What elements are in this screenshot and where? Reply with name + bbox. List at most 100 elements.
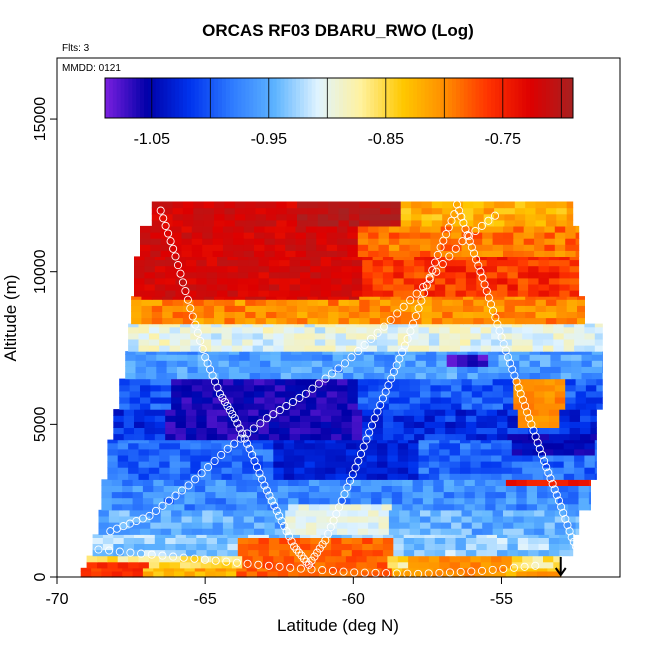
heatmap-cell — [237, 409, 249, 416]
heatmap-cell — [211, 561, 223, 569]
heatmap-cell — [340, 479, 351, 486]
heatmap-cell — [412, 497, 424, 505]
heatmap-cell — [578, 491, 590, 499]
heatmap-cell — [394, 366, 406, 373]
heatmap-cell — [138, 442, 150, 450]
heatmap-cell — [273, 448, 285, 456]
heatmap-cell — [400, 305, 412, 312]
heatmap-cell — [436, 351, 448, 355]
heatmap-cell — [393, 277, 405, 285]
heatmap-cell — [132, 497, 144, 505]
sample-circle — [324, 529, 333, 538]
heatmap-cell — [434, 265, 446, 273]
heatmap-cell — [331, 549, 343, 557]
heatmap-cell — [131, 311, 143, 319]
sample-circle — [299, 554, 308, 563]
heatmap-cell — [160, 396, 172, 404]
heatmap-cell — [451, 509, 463, 517]
heatmap-cell — [511, 467, 523, 474]
heatmap-cell — [274, 238, 286, 245]
heatmap-cell — [498, 372, 510, 380]
heatmap-cell — [449, 448, 461, 456]
heatmap-cell — [285, 522, 297, 529]
heatmap-cell — [310, 433, 322, 441]
heatmap-cell — [574, 326, 586, 334]
heatmap-cell — [377, 454, 388, 462]
heatmap-cell — [418, 454, 430, 462]
heatmap-cell — [325, 555, 337, 563]
sample-circle — [211, 556, 220, 565]
heatmap-cell — [380, 317, 391, 325]
heatmap-cell — [234, 213, 246, 221]
heatmap-cell — [382, 271, 394, 279]
heatmap-cell — [528, 290, 540, 297]
heatmap-cell — [345, 345, 357, 352]
heatmap-cell — [86, 555, 98, 563]
heatmap-cell — [129, 528, 141, 535]
heatmap-cell — [513, 250, 525, 257]
heatmap-cell — [260, 354, 271, 361]
heatmap-cell — [577, 305, 585, 312]
heatmap-cell — [428, 454, 440, 462]
sample-circle — [537, 450, 547, 459]
colorbar-swatch — [303, 78, 309, 118]
heatmap-cell — [166, 366, 178, 373]
heatmap-cell — [222, 378, 234, 386]
heatmap-cell — [507, 409, 519, 416]
heatmap-cell — [310, 421, 322, 428]
heatmap-cell — [526, 479, 538, 486]
heatmap-cell — [97, 561, 108, 569]
heatmap-cell — [369, 213, 381, 221]
heatmap-cell — [451, 378, 463, 386]
colorbar-swatch — [331, 78, 336, 118]
heatmap-cell — [317, 201, 329, 209]
heatmap-cell — [111, 479, 123, 486]
heatmap-cell — [214, 305, 225, 312]
heatmap-cell — [311, 372, 323, 380]
heatmap-cell — [279, 256, 291, 261]
heatmap-cell — [194, 503, 206, 511]
heatmap-cell — [119, 378, 131, 386]
sample-circle — [488, 565, 497, 574]
heatmap-cell — [119, 515, 131, 523]
heatmap-cell — [285, 396, 297, 404]
sample-circle — [340, 490, 349, 499]
heatmap-cell — [563, 332, 575, 340]
heatmap-cell — [465, 409, 477, 416]
heatmap-cell — [341, 433, 353, 441]
heatmap-cell — [494, 305, 506, 312]
heatmap-cell — [322, 351, 334, 355]
heatmap-cell — [159, 561, 171, 569]
heatmap-cell — [264, 528, 276, 535]
heatmap-cell — [574, 461, 586, 468]
heatmap-cell — [304, 561, 316, 569]
heatmap-cell — [387, 442, 399, 450]
heatmap-cell — [409, 390, 421, 398]
heatmap-cell — [326, 390, 338, 398]
heatmap-cell — [476, 290, 488, 297]
heatmap-cell — [357, 384, 369, 392]
sample-circle — [550, 485, 559, 494]
heatmap-cell — [144, 415, 156, 422]
heatmap-cell — [517, 265, 529, 273]
sample-circle — [509, 563, 519, 572]
heatmap-cell — [320, 277, 332, 285]
heatmap-cell — [486, 537, 498, 544]
heatmap-cell — [554, 238, 566, 245]
heatmap-cell — [397, 555, 409, 563]
heatmap-cell — [418, 561, 430, 569]
heatmap-cell — [314, 326, 326, 334]
heatmap-cell — [540, 354, 551, 361]
sample-circle — [173, 261, 183, 270]
heatmap-cell — [461, 396, 473, 404]
heatmap-cell — [559, 543, 571, 551]
heatmap-cell — [325, 332, 337, 340]
heatmap-cell — [534, 515, 546, 523]
heatmap-cell — [181, 244, 193, 251]
heatmap-cell — [543, 555, 554, 563]
heatmap-cell — [538, 283, 550, 291]
heatmap-cell — [522, 338, 534, 346]
heatmap-cell — [563, 439, 575, 444]
heatmap-cell — [486, 433, 498, 441]
